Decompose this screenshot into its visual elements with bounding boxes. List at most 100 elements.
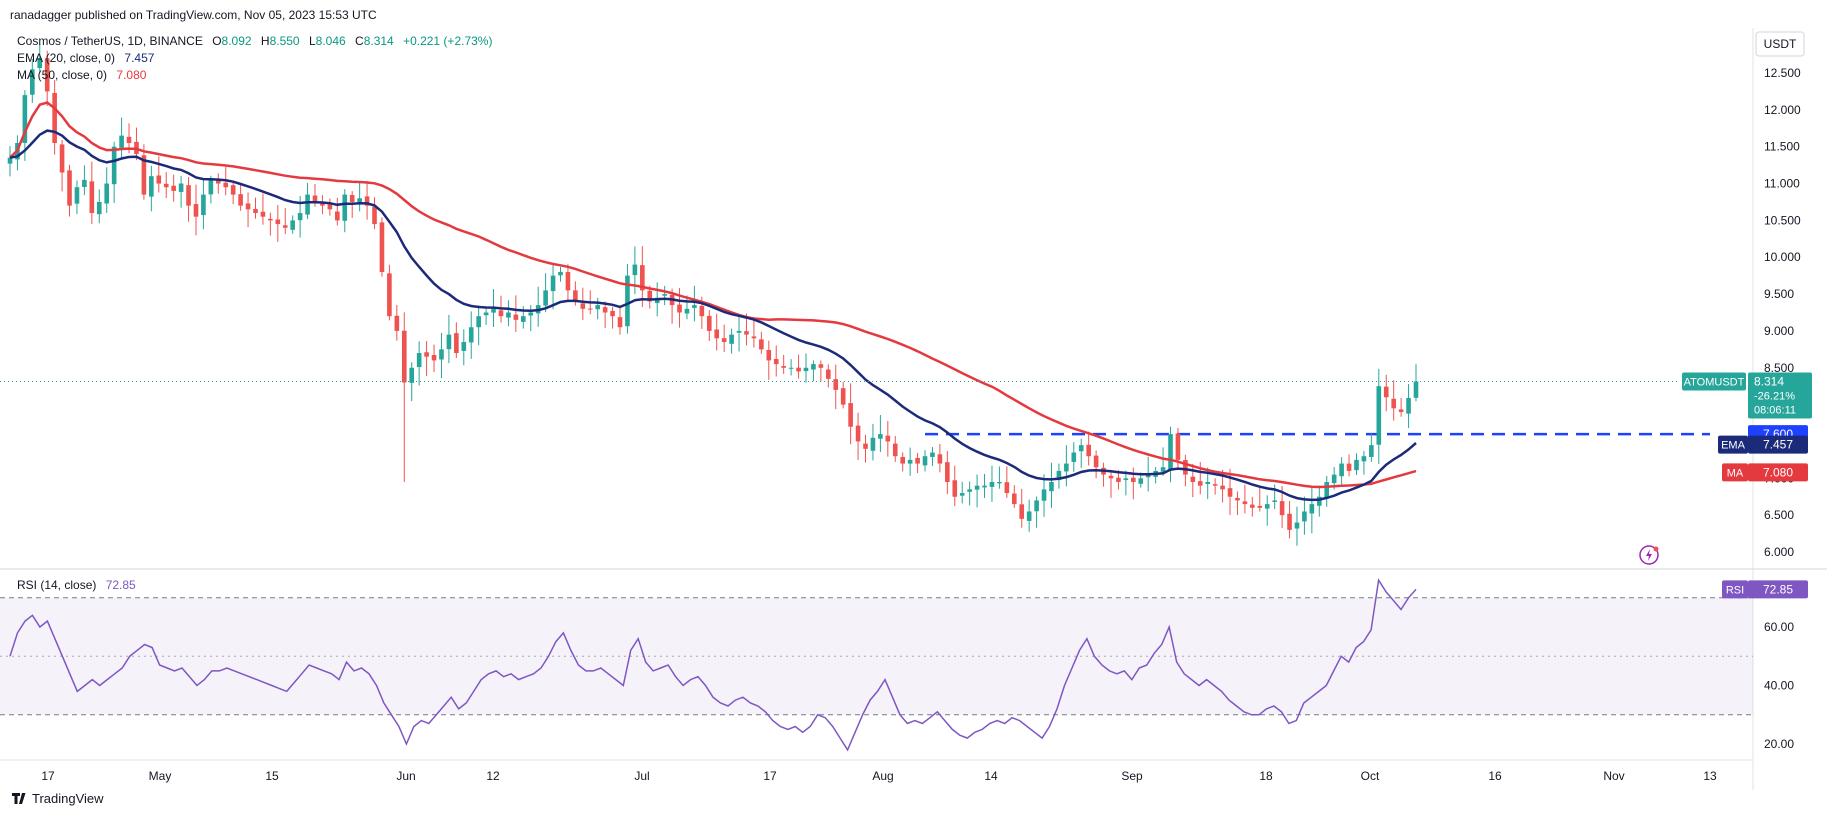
candle-body [491, 308, 496, 313]
ohlc-c-label: C [355, 34, 364, 48]
symbol-tag-bg [1682, 372, 1746, 391]
candle [119, 117, 124, 160]
ma-badge-bg [1748, 463, 1808, 482]
time-tick-label: Jul [634, 769, 649, 783]
candle [1026, 499, 1032, 532]
rsi-legend-label: RSI (14, close) [17, 578, 96, 592]
candle-body [1391, 398, 1396, 409]
candle-body [104, 183, 110, 204]
candle-body [357, 198, 362, 203]
candle-body [498, 310, 504, 317]
candle-body [1406, 397, 1411, 414]
price-tick-label: 6.500 [1764, 508, 1794, 522]
candle-body [1049, 481, 1054, 492]
candle-body [1034, 500, 1039, 512]
candle [840, 381, 846, 409]
candle-body [863, 443, 868, 449]
candle [1235, 491, 1240, 516]
candle-body [156, 175, 162, 184]
candle-body [855, 425, 861, 442]
candle-body [573, 290, 578, 302]
candle [476, 305, 481, 346]
candle [781, 354, 786, 374]
candle-body [22, 95, 28, 143]
candle [759, 331, 764, 354]
ma-legend[interactable]: MA (50, close, 0) 7.080 [17, 68, 147, 82]
candle [528, 305, 534, 332]
tradingview-logo[interactable]: TradingView [12, 791, 104, 806]
candle-body [446, 334, 452, 350]
time-tick-label: Oct [1361, 769, 1380, 783]
candle [372, 197, 377, 230]
candle-body [268, 218, 273, 221]
candle [721, 324, 727, 352]
candle [788, 359, 794, 376]
candle [1011, 485, 1017, 508]
rsi-legend[interactable]: RSI (14, close) 72.85 [17, 578, 136, 592]
ema-legend-value: 7.457 [124, 51, 154, 65]
candle-body [349, 194, 355, 202]
ema-tag-bg [1718, 435, 1748, 454]
candle [468, 311, 474, 359]
candle-body [1361, 456, 1367, 462]
candle [89, 161, 95, 224]
candle [1078, 438, 1084, 468]
candle-body [364, 196, 370, 206]
time-axis[interactable]: 17 May 15 Jun 12 Jul 17 Aug 14 Sep 18 Oct 16 Nov 13 [41, 769, 1717, 783]
candle [982, 473, 987, 498]
ema20-line [9, 129, 1417, 502]
candle-body [1369, 445, 1374, 457]
candle-body [870, 437, 876, 451]
candle [424, 341, 429, 377]
candle-body [967, 489, 972, 492]
candle [855, 412, 861, 460]
candle-body [126, 136, 132, 144]
price-badge-countdown: 08:06:11 [1754, 404, 1796, 416]
candle [803, 353, 809, 383]
ema-legend[interactable]: EMA (20, close, 0) 7.457 [17, 51, 155, 65]
candle [1168, 426, 1173, 483]
candle-body [387, 273, 392, 317]
time-tick-label: 13 [1703, 769, 1717, 783]
candle-body [1287, 513, 1292, 530]
candle [610, 306, 615, 329]
candle [617, 307, 623, 335]
candle-body [937, 454, 943, 464]
lightning-icon[interactable] [1639, 545, 1659, 565]
candle-body [826, 369, 831, 379]
rsi-line [9, 578, 1417, 752]
candle [662, 285, 667, 306]
ohlc-c-value: 8.314 [364, 34, 394, 48]
candle-body [543, 290, 548, 306]
candle-body [1160, 467, 1166, 472]
candle-body [409, 367, 415, 383]
candle [974, 474, 980, 508]
candle [959, 481, 965, 504]
rsi-series-line [9, 578, 1417, 752]
candle-body [342, 194, 348, 221]
candle [364, 181, 370, 220]
ma50-line [9, 101, 1417, 489]
candle [260, 193, 266, 225]
candle [915, 452, 920, 473]
candle [238, 183, 243, 211]
candle-body [811, 364, 816, 370]
candle-body [208, 179, 214, 195]
price-axis[interactable]: 12.500 12.000 11.500 11.000 10.500 10.000 9.50… [1764, 66, 1801, 559]
time-tick-label: May [149, 769, 172, 783]
candle [513, 295, 519, 332]
price-tick-label: 12.000 [1764, 103, 1801, 117]
candle-body [610, 310, 615, 317]
candle-body [1227, 488, 1233, 497]
candle [766, 340, 772, 380]
price-tick-label: 6.000 [1764, 545, 1794, 559]
candle [930, 447, 935, 466]
candle-body [632, 264, 638, 276]
candle [1071, 442, 1077, 472]
currency-selector[interactable]: USDT [1755, 31, 1805, 57]
ohlc-h-value: 8.550 [270, 34, 300, 48]
candle-body [974, 485, 980, 490]
candle-body [96, 201, 102, 215]
candle [506, 300, 511, 327]
candle-body [1250, 504, 1255, 508]
